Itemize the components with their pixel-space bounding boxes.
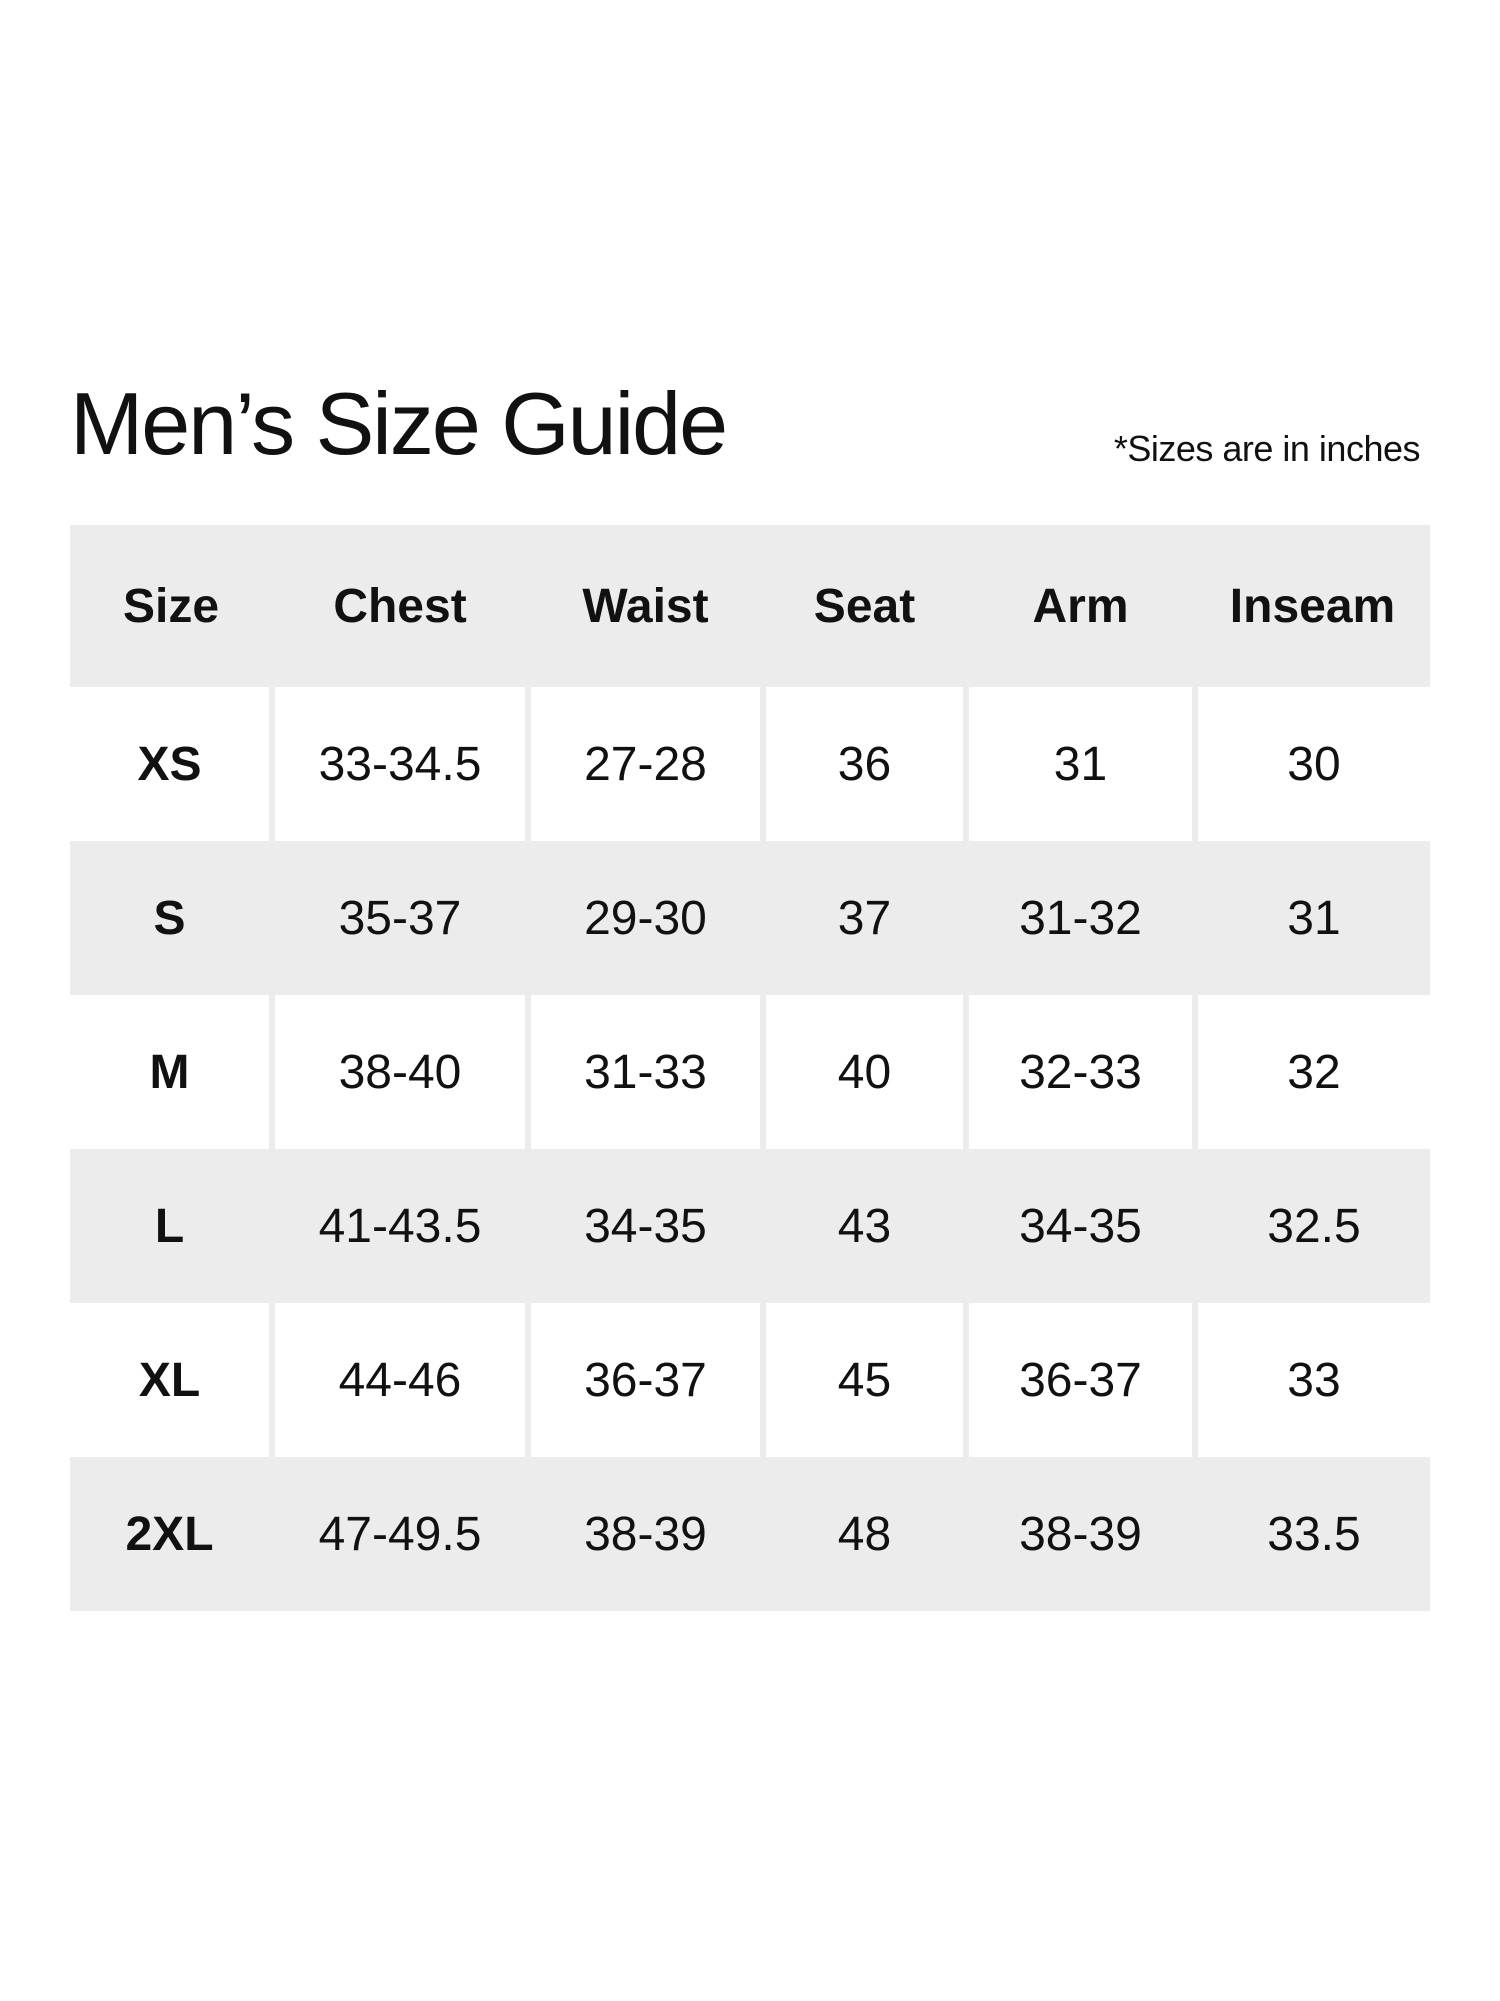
measurement-cell: 41-43.5 — [269, 1149, 528, 1303]
table-row: 2XL 47-49.5 38-39 48 38-39 33.5 — [70, 1457, 1430, 1611]
column-header-waist: Waist — [528, 525, 763, 687]
table-row: L 41-43.5 34-35 43 34-35 32.5 — [70, 1149, 1430, 1303]
measurement-cell: 29-30 — [525, 841, 763, 995]
table-row: M 38-40 31-33 40 32-33 32 — [70, 995, 1430, 1149]
measurement-cell: 27-28 — [525, 687, 763, 841]
table-row: XL 44-46 36-37 45 36-37 33 — [70, 1303, 1430, 1457]
measurement-cell: 31 — [963, 687, 1195, 841]
measurement-cell: 45 — [760, 1303, 966, 1457]
measurement-cell: 31-33 — [525, 995, 763, 1149]
measurement-cell: 35-37 — [269, 841, 528, 995]
measurement-cell: 32-33 — [963, 995, 1195, 1149]
measurement-cell: 31-32 — [963, 841, 1195, 995]
size-label: M — [70, 995, 272, 1149]
size-label: 2XL — [70, 1457, 272, 1611]
measurement-cell: 33-34.5 — [269, 687, 528, 841]
size-label: L — [70, 1149, 272, 1303]
measurement-cell: 34-35 — [525, 1149, 763, 1303]
column-header-size: Size — [70, 525, 272, 687]
measurement-cell: 38-40 — [269, 995, 528, 1149]
measurement-cell: 30 — [1192, 687, 1430, 841]
size-label: S — [70, 841, 272, 995]
measurement-cell: 38-39 — [963, 1457, 1195, 1611]
measurement-cell: 48 — [760, 1457, 966, 1611]
size-label: XL — [70, 1303, 272, 1457]
measurement-cell: 31 — [1192, 841, 1430, 995]
table-row: S 35-37 29-30 37 31-32 31 — [70, 841, 1430, 995]
measurement-cell: 32 — [1192, 995, 1430, 1149]
measurement-cell: 40 — [760, 995, 966, 1149]
measurement-cell: 33 — [1192, 1303, 1430, 1457]
header-row: Size Chest Waist Seat Arm Inseam — [70, 525, 1430, 687]
column-header-arm: Arm — [966, 525, 1195, 687]
measurement-cell: 37 — [760, 841, 966, 995]
measurement-cell: 43 — [760, 1149, 966, 1303]
size-table: Size Chest Waist Seat Arm Inseam XS 33-34.5 27-… — [70, 525, 1430, 1611]
measurement-cell: 47-49.5 — [269, 1457, 528, 1611]
page-title: Men’s Size Guide — [70, 374, 728, 473]
measurement-cell: 33.5 — [1192, 1457, 1430, 1611]
measurement-cell: 32.5 — [1192, 1149, 1430, 1303]
measurement-cell: 36-37 — [963, 1303, 1195, 1457]
table-row: XS 33-34.5 27-28 36 31 30 — [70, 687, 1430, 841]
measurement-cell: 36-37 — [525, 1303, 763, 1457]
column-header-seat: Seat — [763, 525, 966, 687]
measurement-cell: 38-39 — [525, 1457, 763, 1611]
measurement-cell: 44-46 — [269, 1303, 528, 1457]
column-header-inseam: Inseam — [1195, 525, 1430, 687]
column-header-chest: Chest — [272, 525, 528, 687]
units-note: *Sizes are in inches — [1113, 428, 1421, 469]
measurement-cell: 36 — [760, 687, 966, 841]
measurement-cell: 34-35 — [963, 1149, 1195, 1303]
size-label: XS — [70, 687, 272, 841]
